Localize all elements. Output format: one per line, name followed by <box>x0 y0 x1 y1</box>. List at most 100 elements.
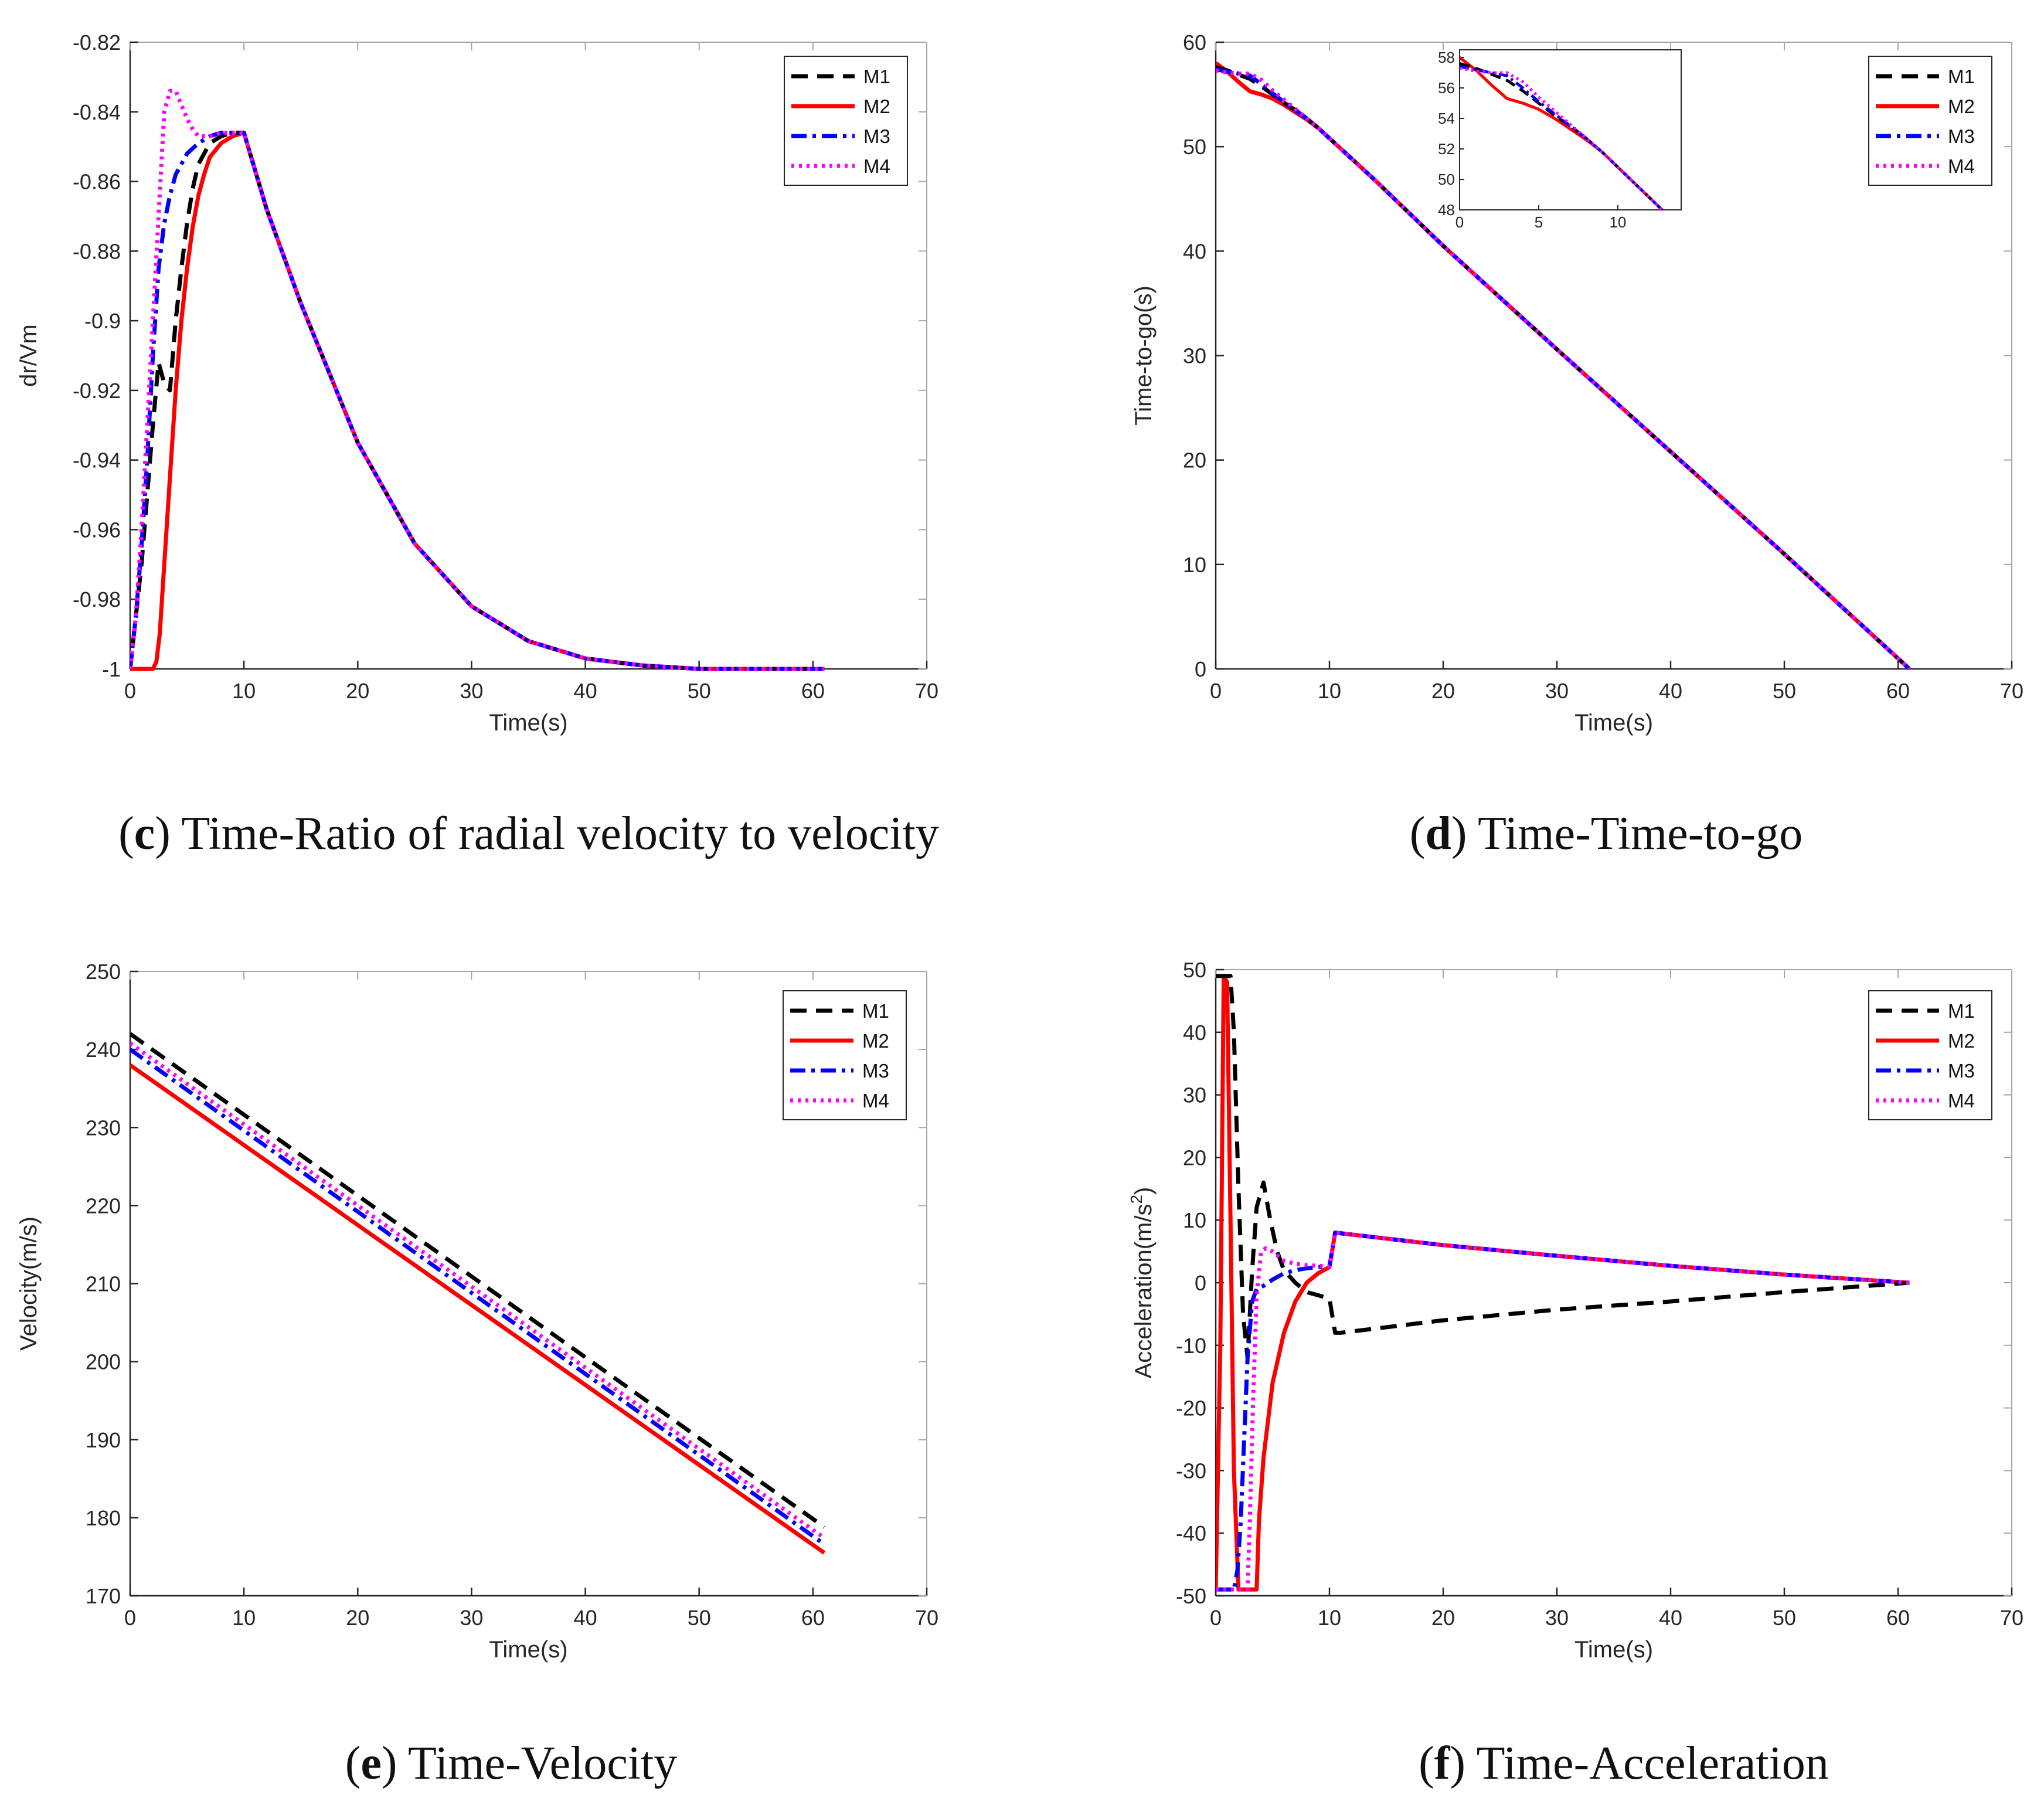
legend-label-M3: M3 <box>1948 125 1975 147</box>
y-tick-label: -40 <box>1176 1521 1206 1545</box>
x-tick-label: 70 <box>2000 679 2023 703</box>
x-tick-label: 20 <box>1431 1606 1455 1630</box>
caption-c: (c) Time-Ratio of radial velocity to vel… <box>118 808 939 859</box>
inset-y-tick-label: 54 <box>1438 110 1455 127</box>
y-tick-label: 40 <box>1183 239 1206 263</box>
y-tick-label: -10 <box>1176 1334 1206 1358</box>
series-line-M1 <box>130 1032 826 1529</box>
y-axis-label-end: ) <box>1131 1187 1157 1195</box>
y-tick-label: -0.84 <box>73 100 121 124</box>
y-tick-label: 10 <box>1183 553 1206 577</box>
caption-paren-open: ( <box>1410 808 1426 859</box>
x-tick-label: 20 <box>346 1606 369 1630</box>
x-tick-label: 60 <box>801 1606 825 1630</box>
y-tick-label: -30 <box>1176 1459 1206 1483</box>
x-tick-label: 10 <box>232 1606 256 1630</box>
legend-label-M3: M3 <box>1948 1060 1975 1082</box>
y-tick-label: -0.92 <box>73 379 121 403</box>
caption-text: Time-Velocity <box>408 1738 677 1789</box>
legend-label-M4: M4 <box>1948 155 1975 177</box>
y-tick-label: 220 <box>86 1194 121 1218</box>
x-tick-label: 40 <box>574 679 597 703</box>
inset-x-tick-label: 0 <box>1455 213 1464 231</box>
y-axis-label: Acceleration(m/s2) <box>1127 1187 1157 1379</box>
x-tick-label: 60 <box>801 679 825 703</box>
x-tick-label: 50 <box>1773 1606 1796 1630</box>
legend-label-M2: M2 <box>863 96 890 117</box>
y-tick-label: -0.88 <box>73 239 121 263</box>
y-tick-label: -1 <box>102 657 121 681</box>
caption-paren-close: ) <box>155 808 181 859</box>
caption-label: f <box>1434 1738 1451 1789</box>
caption-d: (d) Time-Time-to-go <box>1410 808 1803 859</box>
y-tick-label: 240 <box>86 1038 121 1062</box>
x-tick-label: 0 <box>124 1606 136 1630</box>
y-tick-label: -0.9 <box>84 309 121 333</box>
x-tick-label: 30 <box>460 679 483 703</box>
legend-label-M4: M4 <box>862 1090 889 1112</box>
legend-label-M3: M3 <box>863 125 890 147</box>
inset-x-tick-label: 10 <box>1610 213 1627 231</box>
y-tick-label: -0.94 <box>73 448 121 473</box>
y-axis-label-text: Time-to-go(s) <box>1131 286 1157 426</box>
inset-series-line-M1 <box>1460 62 1665 210</box>
legend-label-M4: M4 <box>1948 1090 1975 1112</box>
caption-paren-open: ( <box>1419 1738 1434 1789</box>
x-axis-label: Time(s) <box>1574 710 1653 736</box>
x-tick-label: 0 <box>124 679 136 703</box>
x-tick-label: 70 <box>915 1606 938 1630</box>
legend-f: M1 M2 M3 M4 <box>1868 990 1992 1120</box>
legend-c: M1 M2 M3 M4 <box>784 56 908 186</box>
caption-text: Time-Time-to-go <box>1478 808 1802 859</box>
y-tick-label: 50 <box>1183 958 1206 982</box>
caption-paren-open: ( <box>345 1738 361 1789</box>
caption-f: (f) Time-Acceleration <box>1419 1738 1829 1789</box>
legend-label-M2: M2 <box>862 1030 889 1052</box>
x-tick-label: 50 <box>688 679 711 703</box>
x-tick-label: 50 <box>688 1606 711 1630</box>
series-line-M3 <box>130 1048 826 1546</box>
legend-label-M1: M1 <box>863 66 890 87</box>
y-tick-label: 230 <box>86 1116 121 1140</box>
x-tick-label: 30 <box>1545 679 1569 703</box>
inset-series-line-M4 <box>1460 66 1665 210</box>
y-tick-label: 180 <box>86 1506 121 1530</box>
inset-x-tick-label: 5 <box>1535 213 1543 231</box>
x-tick-label: 40 <box>574 1606 597 1630</box>
x-tick-label: 10 <box>1318 1606 1341 1630</box>
legend-label-M4: M4 <box>863 155 890 177</box>
inset-chart: 0 5 10 48 50 52 54 56 58 <box>1438 49 1682 231</box>
legend-e: M1 M2 M3 M4 <box>783 990 907 1120</box>
series-line-M1 <box>1216 974 1910 1360</box>
x-tick-label: 40 <box>1659 1606 1682 1630</box>
y-tick-label: 20 <box>1183 448 1206 473</box>
y-tick-label: 20 <box>1183 1146 1206 1170</box>
y-tick-label: -0.86 <box>73 170 121 194</box>
caption-text: Time-Acceleration <box>1477 1738 1829 1789</box>
x-tick-label: 0 <box>1210 1606 1222 1630</box>
inset-y-tick-label: 50 <box>1438 171 1455 188</box>
caption-text: Time-Ratio of radial velocity to velocit… <box>182 808 939 859</box>
inset-y-tick-label: 52 <box>1438 140 1455 158</box>
y-axis-label: dr/Vm <box>16 324 42 387</box>
legend-label-M2: M2 <box>1948 96 1975 117</box>
x-tick-label: 70 <box>2000 1606 2023 1630</box>
y-tick-label: 250 <box>86 960 121 984</box>
y-tick-label: 60 <box>1183 30 1206 55</box>
chart-f: 0 10 20 30 40 50 60 70 -50 -40 -30 -20 -10 0 10 20 30 40 5… <box>1127 958 2023 1789</box>
legend-label-M1: M1 <box>862 1000 889 1022</box>
series-line-M4 <box>1216 1231 1910 1592</box>
x-tick-label: 40 <box>1659 679 1682 703</box>
y-tick-label: 30 <box>1183 1083 1206 1107</box>
caption-paren-close: ) <box>382 1738 408 1789</box>
legend-label-M1: M1 <box>1948 66 1975 87</box>
caption-label: c <box>134 808 155 859</box>
legend-label-M1: M1 <box>1948 1000 1975 1022</box>
y-tick-label: 40 <box>1183 1021 1206 1045</box>
y-tick-label: -20 <box>1176 1396 1206 1420</box>
y-axis-label-text: Velocity(m/s) <box>16 1216 42 1351</box>
x-axis-label: Time(s) <box>1574 1637 1653 1663</box>
y-tick-label: 30 <box>1183 344 1206 368</box>
y-axis-label: Velocity(m/s) <box>16 1216 42 1351</box>
